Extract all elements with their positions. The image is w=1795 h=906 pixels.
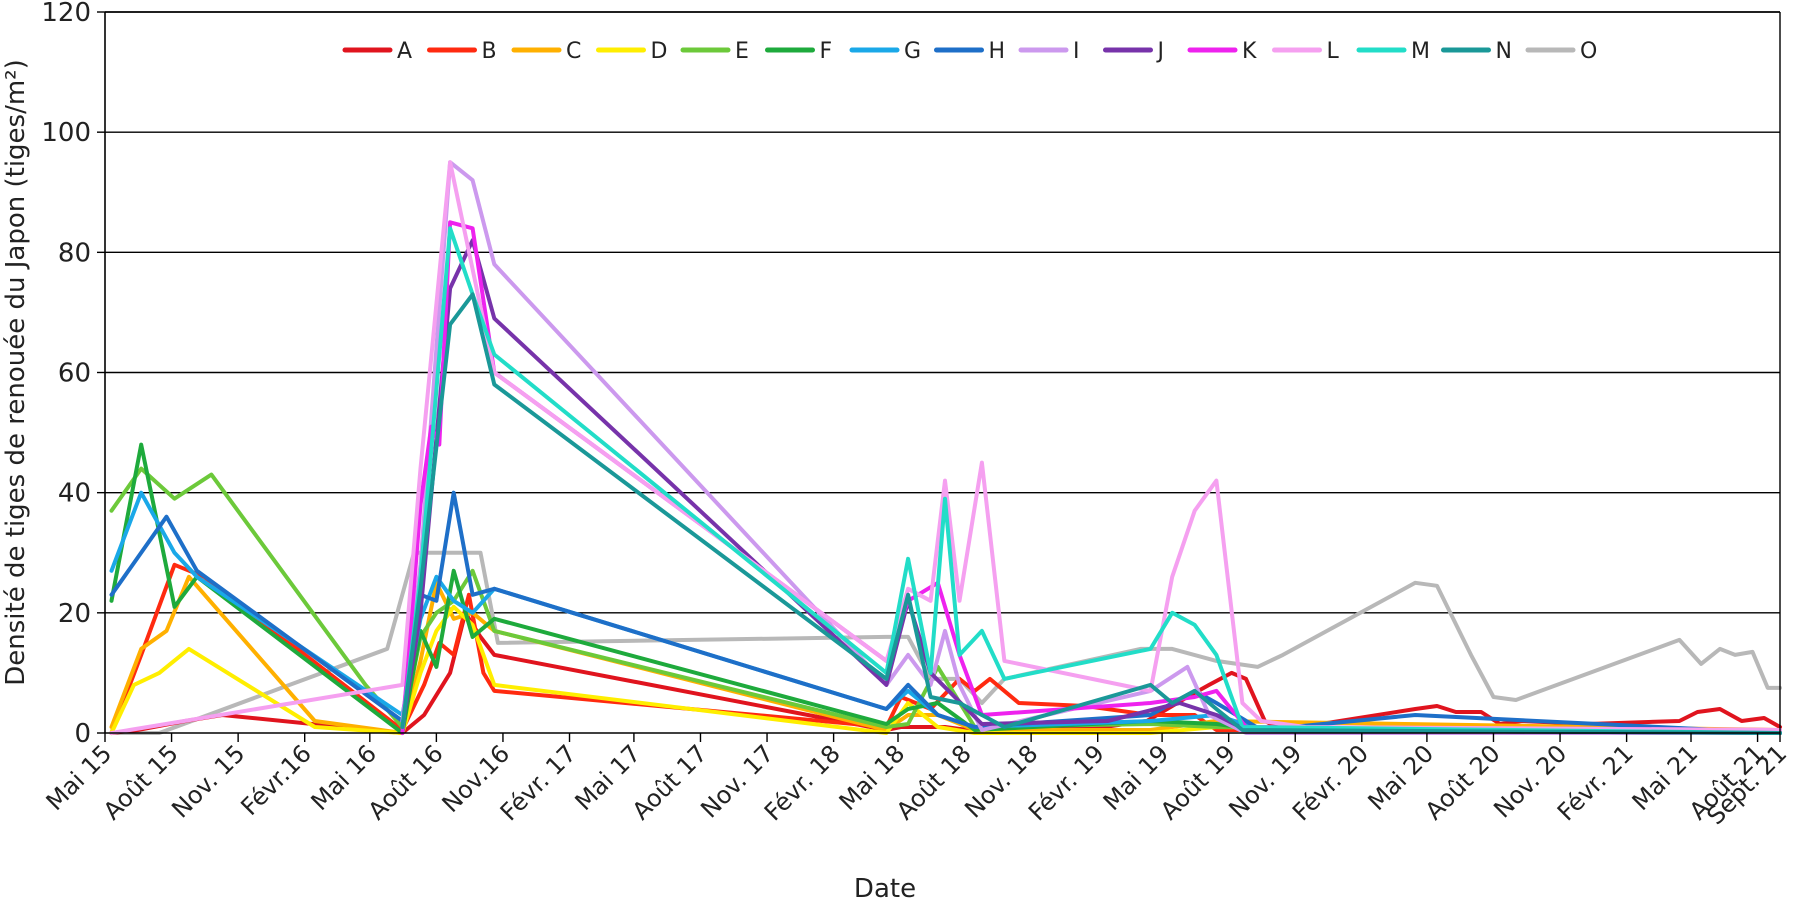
x-tick-label: Août 16 (363, 739, 449, 825)
series-line-n (400, 292, 1782, 735)
legend-label-l: L (1327, 39, 1340, 64)
legend-label-c: C (566, 39, 581, 64)
series-line-l (109, 160, 1782, 735)
series-line-m (400, 226, 1782, 735)
x-tick-label: Nov. 15 (166, 739, 250, 823)
y-axis-title: Densité de tiges de renouée du Japon (ti… (1, 59, 31, 685)
series-line-k (400, 220, 1782, 735)
legend-label-a: A (397, 39, 412, 64)
x-tick-label: Août 17 (627, 739, 713, 825)
y-tick-label: 80 (58, 238, 91, 268)
legend-label-d: D (651, 39, 668, 64)
x-tick-label: Févr.16 (235, 739, 317, 821)
legend-label-f: F (820, 39, 833, 64)
x-tick-label: Août 20 (1420, 739, 1506, 825)
legend-label-o: O (1580, 39, 1597, 64)
legend-label-i: I (1073, 39, 1080, 64)
x-tick-label: Août 19 (1155, 739, 1241, 825)
legend-label-h: H (989, 39, 1006, 64)
legend-label-j: J (1156, 39, 1165, 64)
x-axis-title: Date (854, 874, 916, 902)
y-tick-label: 100 (41, 118, 91, 148)
y-tick-label: 0 (74, 719, 91, 749)
series-line-o (109, 550, 1782, 735)
legend-label-n: N (1496, 39, 1512, 64)
legend-label-m: M (1411, 39, 1430, 64)
legend: A B C D E F G H I J K L M N O (342, 39, 1597, 64)
y-tick-label: 60 (58, 359, 91, 389)
legend-label-b: B (482, 39, 497, 64)
series-lines (109, 160, 1782, 735)
y-tick-label: 40 (58, 479, 91, 509)
x-tick-label: Août 15 (98, 739, 184, 825)
x-tick-label: Août 18 (891, 739, 977, 825)
legend-label-k: K (1242, 39, 1257, 64)
y-tick-label: 20 (58, 599, 91, 629)
series-line-g (109, 490, 1782, 735)
legend-label-g: G (904, 39, 921, 64)
y-tick-label: 120 (41, 0, 91, 28)
legend-label-e: E (735, 39, 749, 64)
series-line-i (400, 160, 1782, 735)
series-line-d (109, 604, 1782, 735)
